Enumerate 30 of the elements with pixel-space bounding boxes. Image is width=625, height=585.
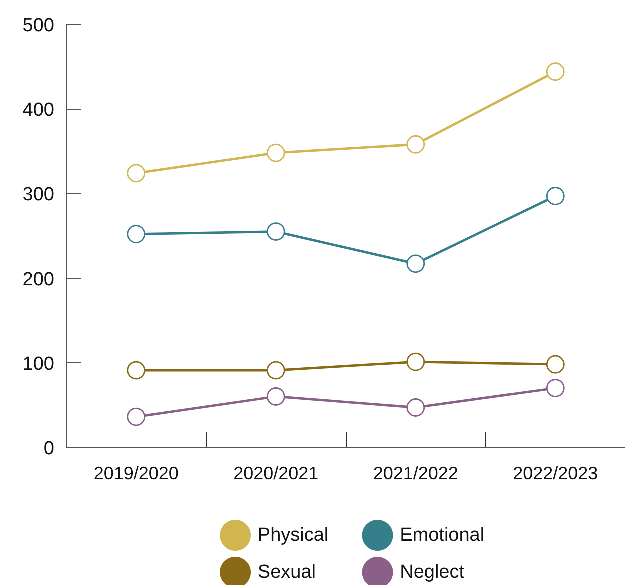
point (127, 361, 146, 380)
y-tick-label: 500 (22, 16, 54, 36)
point (266, 361, 286, 380)
point (546, 355, 565, 374)
point (546, 379, 565, 398)
point (406, 254, 426, 274)
x-tick-label: 2021/2022 (373, 464, 458, 484)
y-tick-label: 300 (22, 184, 54, 206)
legend-label: Physical (258, 525, 329, 546)
point (546, 62, 565, 82)
point (127, 164, 146, 183)
point (406, 135, 426, 154)
point (406, 398, 426, 417)
point (406, 352, 426, 372)
point (266, 222, 286, 241)
legend-label: Sexual (258, 562, 316, 583)
point (266, 144, 286, 162)
point (266, 388, 286, 406)
x-tick-label: 2020/2021 (234, 464, 319, 484)
y-tick-label: 400 (22, 100, 54, 122)
y-tick-label: 100 (22, 354, 54, 375)
legend-label: Neglect (400, 562, 466, 583)
legend-label: Emotional (400, 525, 485, 546)
x-tick-label: 2019/2020 (94, 464, 179, 484)
point (127, 408, 146, 426)
point (127, 225, 146, 244)
x-tick-label: 2022/2023 (513, 464, 598, 484)
y-tick-label: 0 (44, 438, 55, 460)
point (546, 187, 565, 206)
y-tick-label: 200 (22, 269, 54, 290)
